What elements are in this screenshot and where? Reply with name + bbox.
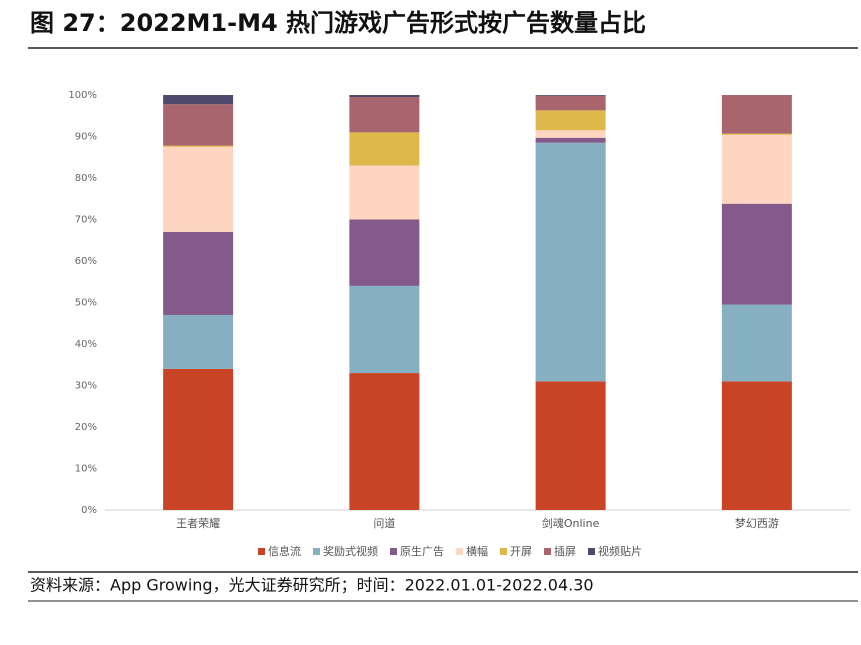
bar-segment	[721, 304, 792, 382]
legend-label: 视频贴片	[598, 544, 642, 558]
bar-segment	[535, 95, 606, 96]
x-tick-label: 剑魂Online	[542, 516, 600, 530]
bar-segment	[721, 203, 792, 305]
bar-segment	[349, 95, 420, 98]
x-tick-label: 王者荣耀	[176, 517, 220, 530]
y-tick-label: 40%	[75, 339, 97, 350]
bar-segment	[721, 381, 792, 510]
bar-segment	[349, 373, 420, 510]
bar-segment	[163, 314, 234, 369]
legend-swatch	[500, 548, 507, 555]
legend-swatch	[313, 548, 320, 555]
y-tick-label: 100%	[68, 90, 97, 101]
bar-segment	[535, 95, 606, 111]
x-tick-label: 问道	[373, 516, 395, 530]
legend-label: 开屏	[510, 545, 532, 558]
bar-segment	[535, 130, 606, 138]
bar-segment	[721, 95, 792, 134]
y-tick-label: 80%	[75, 173, 97, 184]
bar-segment	[163, 146, 234, 232]
bar-segment	[163, 95, 234, 105]
legend-label: 信息流	[268, 544, 301, 558]
legend-swatch	[390, 548, 397, 555]
legend-swatch	[544, 548, 551, 555]
legend-swatch	[258, 548, 265, 555]
y-tick-label: 50%	[75, 298, 97, 309]
bar-segment	[163, 104, 234, 146]
legend-swatch	[456, 548, 463, 555]
chart-title: 图 27：2022M1-M4 热门游戏广告形式按广告数量占比	[30, 9, 646, 37]
y-tick-label: 90%	[75, 132, 97, 143]
bar-segment	[535, 142, 606, 382]
bar-segment	[349, 219, 420, 286]
bar-segment	[163, 145, 234, 147]
y-tick-label: 0%	[81, 505, 97, 516]
bar-segment	[535, 137, 606, 143]
bar-segment	[721, 133, 792, 135]
bar-segment	[349, 165, 420, 220]
y-tick-label: 70%	[75, 215, 97, 226]
legend-swatch	[588, 548, 595, 555]
bar-segment	[163, 368, 234, 510]
y-tick-label: 20%	[75, 422, 97, 433]
bar-segment	[349, 97, 420, 133]
legend-label: 横幅	[466, 544, 488, 558]
bar-segment	[535, 381, 606, 510]
bar-segment	[535, 110, 606, 131]
legend-label: 插屏	[554, 544, 576, 558]
y-tick-label: 30%	[75, 381, 97, 392]
source: 资料来源：App Growing，光大证券研究所；时间：2022.01.01-2…	[30, 576, 594, 595]
legend-label: 奖励式视频	[323, 544, 378, 558]
y-tick-label: 60%	[75, 256, 97, 267]
bar-segment	[349, 132, 420, 166]
bar-segment	[163, 231, 234, 315]
bar-segment	[721, 134, 792, 204]
legend-label: 原生广告	[400, 544, 444, 558]
bar-segment	[349, 285, 420, 374]
x-tick-label: 梦幻西游	[735, 517, 779, 530]
y-tick-label: 10%	[75, 464, 97, 475]
